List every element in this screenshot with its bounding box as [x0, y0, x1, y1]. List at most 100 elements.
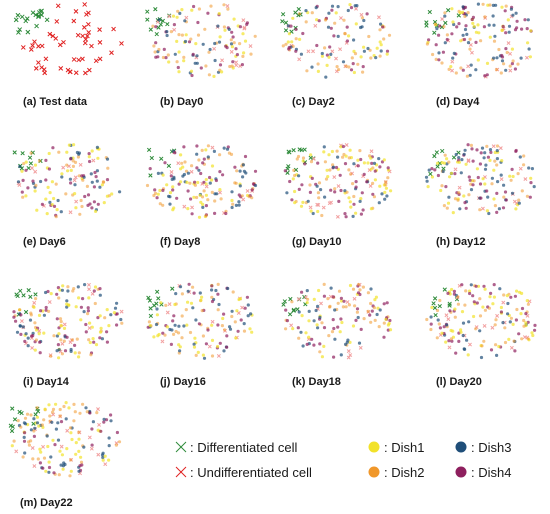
dish2-point — [323, 18, 328, 22]
dish4-point — [245, 295, 249, 299]
dish2-point — [382, 321, 386, 325]
dish1-point — [49, 292, 53, 296]
dish3-point — [237, 200, 241, 204]
dish4-point — [517, 332, 521, 336]
dish2-point — [73, 160, 78, 164]
dish1-point — [185, 180, 189, 184]
undifferentiated-cell-point — [506, 41, 511, 46]
dish2-point — [152, 44, 156, 48]
legend-dish4: : Dish4 — [455, 465, 511, 480]
dish1-point — [485, 61, 490, 65]
undifferentiated-cell-point — [508, 68, 513, 73]
undifferentiated-cell-point — [167, 302, 172, 307]
dish3-point — [246, 314, 250, 318]
dish2-point — [161, 55, 165, 60]
dish3-point — [527, 166, 531, 170]
dish4-point — [176, 65, 180, 70]
dish3-point — [378, 308, 382, 312]
dish4-point — [216, 292, 220, 296]
dish1-point — [74, 206, 78, 210]
dish1-point — [514, 207, 518, 211]
dish1-point — [69, 469, 73, 473]
dish2-point — [37, 159, 42, 163]
dish2-point — [327, 334, 331, 338]
dish2-point — [80, 204, 84, 209]
dish4-point — [361, 65, 365, 69]
dish4-point — [109, 413, 113, 417]
dish2-point — [481, 2, 485, 6]
dish3-point — [479, 355, 484, 360]
dish1-point — [506, 18, 510, 22]
dish3-point — [495, 56, 499, 60]
dish1-point — [449, 171, 454, 175]
dish4-point — [378, 165, 382, 169]
dish4-point — [349, 6, 354, 10]
dish1-point — [375, 46, 379, 50]
dish2-point — [502, 195, 506, 199]
dish1-point — [44, 469, 48, 473]
dish4-point — [52, 471, 56, 475]
dish4-point — [520, 306, 525, 311]
dish2-point — [503, 326, 507, 330]
dish2-point — [174, 329, 178, 334]
dish4-point — [239, 318, 243, 322]
dish3-point — [89, 172, 93, 176]
dish3-point — [307, 309, 311, 313]
dish4-point — [334, 165, 339, 170]
dish3-point — [168, 195, 172, 199]
differentiated-cell-point — [432, 305, 438, 311]
undifferentiated-cell-point — [86, 21, 91, 27]
dish2-point — [16, 419, 20, 423]
dish1-point — [492, 168, 496, 172]
dish4-point — [503, 9, 507, 13]
dish4-point — [325, 53, 329, 57]
dish4-point — [105, 340, 109, 344]
dish1-point — [52, 196, 56, 201]
dish1-point — [204, 178, 208, 182]
dish3-point — [228, 325, 232, 329]
dish4-point — [153, 188, 157, 192]
undifferentiated-cell-point — [248, 44, 253, 48]
legend-label-dish4: : Dish4 — [471, 465, 511, 480]
dish1-point — [320, 54, 324, 58]
dish1-point — [326, 175, 330, 179]
dish2-point — [305, 69, 309, 73]
dish4-point — [171, 319, 175, 323]
dish2-point — [343, 31, 347, 36]
undifferentiated-cell-point — [334, 56, 338, 61]
dish1-point — [376, 306, 380, 310]
dish3-point — [316, 304, 320, 308]
undifferentiated-cell-point — [36, 43, 41, 49]
undifferentiated-cell-point — [111, 26, 116, 32]
dish4-point — [92, 185, 96, 189]
undifferentiated-cell-point — [91, 158, 96, 163]
dish1-point — [291, 327, 295, 331]
dish1-point — [369, 207, 373, 211]
dish2-point — [23, 416, 28, 420]
dish2-point — [220, 324, 224, 328]
differentiated-cell-point — [23, 309, 29, 315]
undifferentiated-cell-point — [466, 158, 471, 163]
dish2-point — [33, 321, 37, 325]
dish2-point — [230, 314, 234, 319]
dish4-point — [328, 45, 332, 49]
differentiated-cell-point — [17, 27, 23, 32]
undifferentiated-cell-point — [30, 446, 35, 450]
caption-day14: (i) Day14 — [23, 376, 70, 388]
dish3-point — [246, 303, 250, 307]
dish2-point — [85, 410, 89, 414]
dish4-point — [173, 151, 177, 155]
caption-day12: (h) Day12 — [436, 236, 486, 248]
dish2-point — [440, 184, 444, 188]
dish4-point — [489, 150, 493, 154]
dish1-point — [305, 301, 309, 305]
dish1-point — [218, 35, 222, 39]
dish4-point — [190, 73, 194, 78]
dish3-point — [461, 333, 465, 338]
dish4-point — [382, 302, 386, 306]
dish4-point — [333, 190, 337, 194]
legend-marker-dish2 — [368, 466, 380, 478]
dish4-point — [529, 181, 533, 185]
dish2-point — [509, 178, 513, 182]
dish2-point — [68, 474, 72, 478]
